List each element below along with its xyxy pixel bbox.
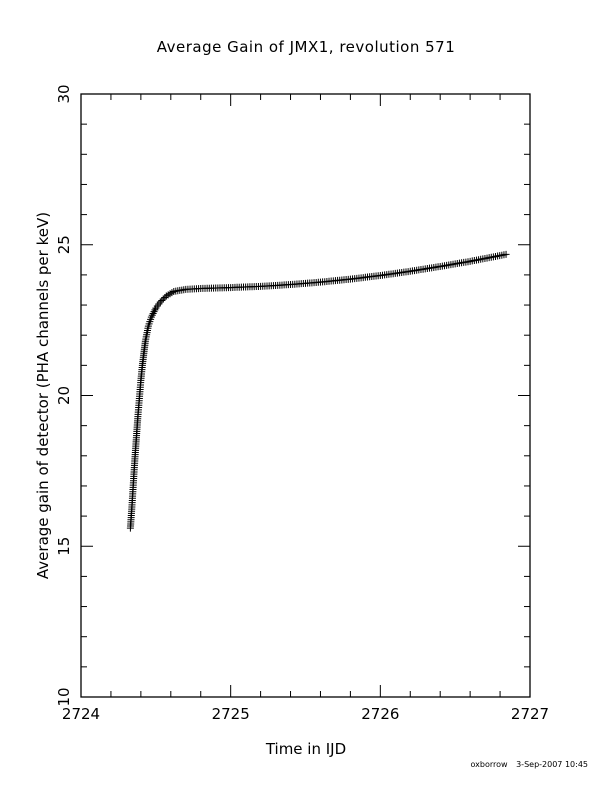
footer-stamp: oxborrow 3-Sep-2007 10:45 xyxy=(464,760,588,769)
data-point xyxy=(150,308,158,316)
x-tick-label: 2726 xyxy=(361,705,399,723)
y-axis-label: Average gain of detector (PHA channels p… xyxy=(34,212,52,579)
data-point xyxy=(149,309,157,317)
axes xyxy=(80,93,531,698)
data-point xyxy=(156,298,164,306)
y-tick-label: 30 xyxy=(55,84,73,103)
y-tick-label: 10 xyxy=(55,687,73,706)
y-tick-label: 25 xyxy=(55,235,73,254)
data-point xyxy=(502,250,510,258)
data-point xyxy=(159,295,167,303)
tick-labels: 2724 2725 2726 2727 10 15 20 25 30 Average gain o… xyxy=(34,84,549,723)
x-tick-label: 2727 xyxy=(511,705,549,723)
x-tick-label: 2725 xyxy=(212,705,250,723)
x-tick-label: 2724 xyxy=(62,705,100,723)
plot-frame xyxy=(80,93,531,698)
data-point xyxy=(148,311,156,319)
chart-title: Average Gain of JMX1, revolution 571 xyxy=(156,38,456,56)
x-axis-label: Time in IJD xyxy=(265,740,347,758)
footer-timestamp: 3-Sep-2007 10:45 xyxy=(516,760,588,769)
footer-user: oxborrow xyxy=(470,760,508,769)
data-point xyxy=(158,297,166,305)
y-tick-label: 20 xyxy=(55,386,73,405)
y-tick-label: 15 xyxy=(55,537,73,556)
data-point xyxy=(147,313,155,321)
data-points xyxy=(126,250,510,532)
data-point xyxy=(151,306,159,314)
